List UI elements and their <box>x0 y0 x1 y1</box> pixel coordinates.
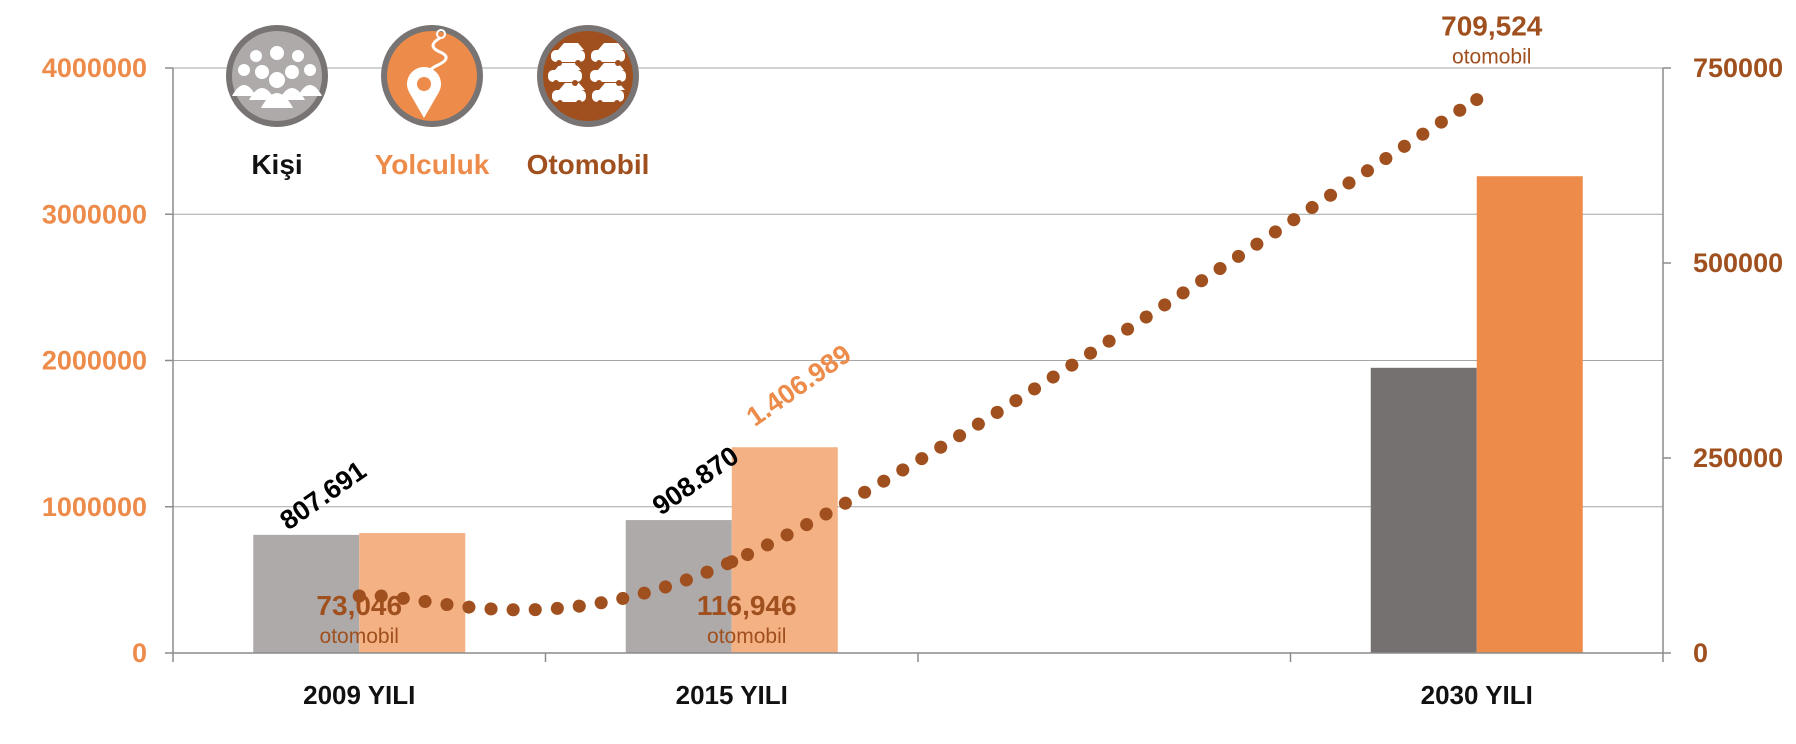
otomobil-unit-label: otomobil <box>1452 46 1531 69</box>
yolculuk-value-label: 1.406.989 <box>741 339 857 432</box>
otomobil-line <box>352 93 1484 617</box>
otomobil-unit-label: otomobil <box>320 625 399 648</box>
cars-icon <box>537 25 639 127</box>
kisi-value-label: 908.870 <box>647 440 744 521</box>
category-label: 2009 YILI <box>303 680 415 710</box>
left-axis-ticks: 0 1000000 2000000 3000000 4000000 <box>42 53 147 668</box>
otomobil-value-label: 116,946 <box>697 590 797 621</box>
left-tick-label: 0 <box>132 638 147 668</box>
axes <box>165 67 1671 662</box>
otomobil-value-label: 709,524 <box>1441 11 1543 42</box>
category-label: 2030 YILI <box>1421 680 1533 710</box>
otomobil-point <box>352 589 366 603</box>
otomobil-point <box>1470 93 1484 107</box>
left-tick-label: 2000000 <box>42 346 147 376</box>
otomobil-series-line <box>352 93 1484 617</box>
bar-kisi <box>625 520 732 653</box>
people-icon <box>226 25 328 127</box>
left-tick-label: 3000000 <box>42 199 147 229</box>
bar-yolculuk <box>1476 176 1583 653</box>
left-tick-label: 4000000 <box>42 53 147 83</box>
legend-label-kisi: Kişi <box>251 149 302 180</box>
category-label: 2015 YILI <box>676 680 788 710</box>
bars <box>253 176 1583 653</box>
route-pin-icon <box>381 25 483 127</box>
right-tick-label: 0 <box>1693 638 1708 668</box>
kisi-value-label: 807.691 <box>274 455 371 536</box>
legend: Kişi Yolculuk Otomobil <box>226 25 649 180</box>
legend-label-yolculuk: Yolculuk <box>375 149 490 180</box>
right-axis-ticks: 0 250000 500000 750000 <box>1693 53 1783 668</box>
right-tick-label: 750000 <box>1693 53 1783 83</box>
bar-kisi <box>253 534 360 653</box>
right-tick-label: 250000 <box>1693 443 1783 473</box>
legend-label-otomobil: Otomobil <box>527 149 650 180</box>
otomobil-value-label: 73,046 <box>316 590 402 621</box>
bar-kisi <box>1370 367 1477 653</box>
category-labels: 2009 YILI 2015 YILI 2030 YILI <box>303 680 1533 710</box>
right-tick-label: 500000 <box>1693 248 1783 278</box>
otomobil-point <box>725 555 739 569</box>
left-tick-label: 1000000 <box>42 492 147 522</box>
otomobil-unit-label: otomobil <box>707 625 786 648</box>
